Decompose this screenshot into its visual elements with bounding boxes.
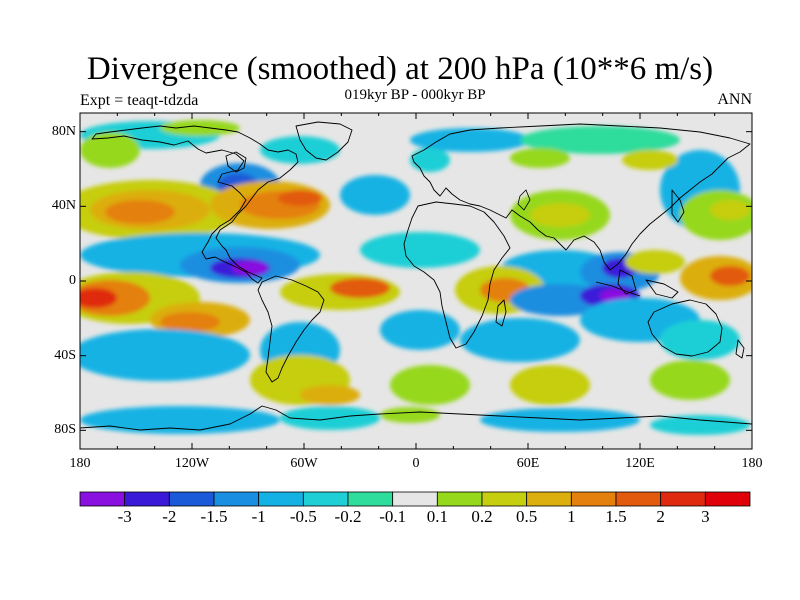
field-contour xyxy=(510,365,590,405)
field-contour xyxy=(80,288,117,308)
lat-tick-label: 80N xyxy=(51,123,76,139)
field-contour xyxy=(300,385,360,405)
colorbar-label: -3 xyxy=(117,507,132,526)
colorbar-label: 1.5 xyxy=(605,507,627,526)
lat-tick-label: 40S xyxy=(54,347,76,363)
caspian-sea xyxy=(517,189,531,211)
experiment-label: Expt = teaqt-tdzda xyxy=(80,92,199,109)
map-panel xyxy=(80,113,752,449)
lon-tick-label: 60E xyxy=(516,456,540,471)
field-contour xyxy=(710,266,750,286)
colorbar-label: -2 xyxy=(162,507,177,526)
colorbar-label: 0.1 xyxy=(426,507,448,526)
field-contour xyxy=(650,415,750,435)
field-contour xyxy=(232,261,268,275)
field-contour xyxy=(650,360,730,400)
colorbar-swatch xyxy=(168,491,215,507)
colorbar-label: -0.5 xyxy=(289,507,317,526)
colorbar-swatch xyxy=(570,491,617,507)
colorbar-swatch xyxy=(704,491,751,507)
lon-tick-label: 0 xyxy=(412,456,420,471)
axis-ticks xyxy=(79,113,753,449)
colorbar-swatch xyxy=(79,491,126,507)
field-contour xyxy=(480,408,640,432)
field-contour xyxy=(80,132,140,168)
eurasia-coast xyxy=(411,123,751,271)
lon-tick-label: 180 xyxy=(69,456,91,471)
north-america-coast xyxy=(91,125,299,284)
south-america-coast xyxy=(257,275,325,383)
field-contour xyxy=(360,232,480,268)
antarctica-coast xyxy=(80,405,752,431)
colorbar-swatch xyxy=(481,491,528,507)
japan-coast xyxy=(671,189,685,223)
field-contour xyxy=(280,406,380,430)
colorbar-swatch xyxy=(392,491,438,507)
field-contour xyxy=(380,407,440,423)
colorbar-label: 1 xyxy=(567,507,576,526)
colorbar-swatch xyxy=(124,491,170,507)
colorbar-label: 0.5 xyxy=(516,507,538,526)
field-contour xyxy=(660,320,740,360)
colorbar-swatch xyxy=(615,491,662,507)
field-contour xyxy=(622,150,678,170)
lon-tick-label: 120E xyxy=(625,456,655,471)
field-contour xyxy=(460,318,580,362)
new-zealand-coast xyxy=(735,339,745,359)
greenland-coast xyxy=(295,121,353,161)
madagascar-coast xyxy=(495,299,507,327)
colorbar-label: 0.2 xyxy=(471,507,493,526)
colorbar-label: 3 xyxy=(701,507,710,526)
field-contour xyxy=(80,329,250,381)
australia-coast xyxy=(647,299,723,357)
plot-title: Divergence (smoothed) at 200 hPa (10**6 … xyxy=(86,51,714,87)
coastlines xyxy=(80,121,752,431)
field-contour xyxy=(260,136,340,164)
field-contour xyxy=(710,200,750,220)
field-contour xyxy=(160,312,220,332)
field-contour xyxy=(410,148,450,172)
colorbar-swatch xyxy=(436,491,483,507)
field-contour xyxy=(510,148,570,168)
africa-coast xyxy=(403,201,511,349)
field-contour xyxy=(520,126,680,154)
field-contour xyxy=(160,120,240,136)
colorbar-label: -0.2 xyxy=(334,507,362,526)
colorbar-swatch xyxy=(258,491,304,507)
hudson-bay xyxy=(225,151,247,173)
plot-subtitle: 019kyr BP - 000kyr BP xyxy=(344,87,486,103)
colorbar-label: -1.5 xyxy=(200,507,228,526)
field-contour xyxy=(390,365,470,405)
lon-tick-label: 60W xyxy=(290,456,318,471)
colorbar-swatch xyxy=(660,491,706,507)
lake-outlines xyxy=(517,189,531,211)
colorbar-label: -1 xyxy=(251,507,266,526)
colorbar-swatch xyxy=(526,491,572,507)
colorbar-swatch xyxy=(302,491,349,507)
field-contour xyxy=(105,200,175,224)
colorbar-label: 2 xyxy=(656,507,665,526)
colorbar xyxy=(79,491,751,507)
field-contour xyxy=(330,278,390,298)
maritime-continent xyxy=(595,269,679,299)
field-contour xyxy=(380,310,460,350)
field-contour xyxy=(625,250,685,274)
lat-tick-label: 40N xyxy=(51,198,76,214)
lat-tick-label: 0 xyxy=(69,273,76,288)
field-contour xyxy=(80,406,280,434)
field-contour xyxy=(530,203,590,227)
season-label: ANN xyxy=(717,91,752,108)
colorbar-swatch xyxy=(213,491,260,507)
field-contour xyxy=(410,128,530,152)
colorbar-swatch xyxy=(347,491,394,507)
colorbar-label: -0.1 xyxy=(379,507,407,526)
field-contour xyxy=(278,190,322,206)
lon-tick-label: 180 xyxy=(741,456,763,471)
lon-tick-label: 120W xyxy=(174,456,210,471)
lat-tick-label: 80S xyxy=(54,422,76,438)
field-contour xyxy=(340,175,410,215)
